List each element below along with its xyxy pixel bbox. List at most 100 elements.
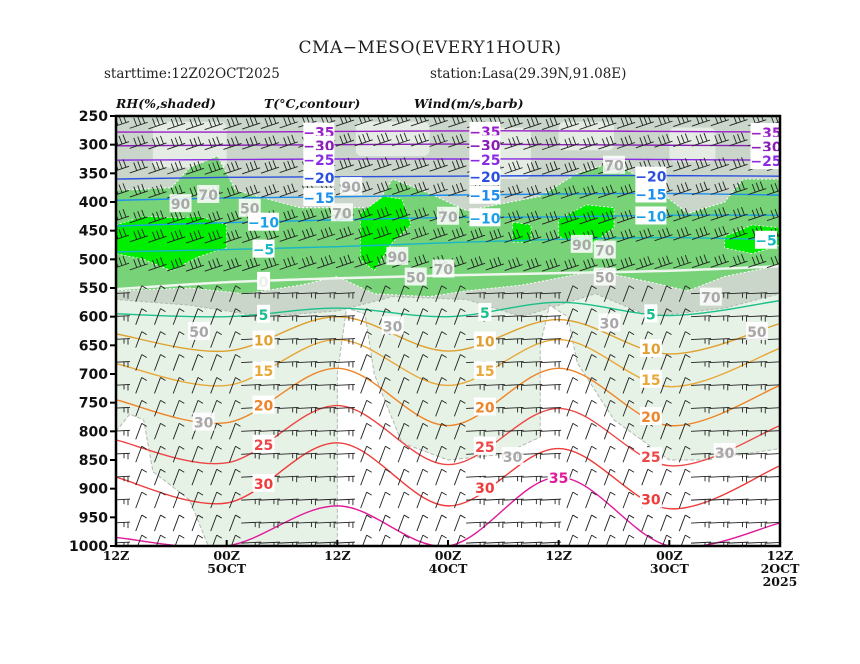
wind-barb — [710, 226, 729, 240]
wind-barb — [691, 157, 711, 172]
temp-label: −10 — [248, 216, 279, 232]
wind-barb — [223, 160, 242, 175]
rh-label-bg — [188, 322, 210, 340]
rh-label: 30 — [503, 450, 523, 466]
wind-barb — [316, 475, 337, 483]
y-tick-label: 900 — [79, 482, 108, 498]
wind-barb — [710, 181, 729, 195]
wind-barb — [709, 498, 730, 506]
wind-barb — [503, 292, 524, 299]
rh-band-gt90 — [116, 215, 228, 272]
wind-barb — [729, 157, 748, 171]
y-tick-label: 750 — [79, 396, 108, 412]
temp-label: 35 — [549, 471, 568, 487]
wind-barb — [585, 514, 597, 532]
wind-barb — [360, 468, 372, 486]
contour-line--35 — [116, 130, 780, 133]
contour-line-25 — [116, 404, 780, 467]
wind-barb — [397, 400, 410, 417]
wind-barb — [541, 361, 562, 368]
wind-barb — [210, 514, 222, 532]
rh-label-bg — [330, 203, 353, 222]
temp-label-bg — [478, 302, 492, 321]
wind-barb — [503, 521, 524, 529]
wind-barb — [229, 422, 241, 440]
wind-barb — [316, 429, 337, 437]
wind-barb — [635, 256, 654, 270]
y-axis: 250 300 350 400 450 500 550 600 650 700 750 800 850 9… — [69, 109, 116, 555]
wind-barb — [354, 132, 373, 147]
wind-barb — [242, 116, 261, 130]
temp-label: −15 — [469, 189, 500, 205]
wind-barb — [603, 468, 616, 486]
wind-barb — [316, 521, 337, 529]
wind-barb — [747, 521, 768, 529]
temp-label: 15 — [475, 364, 494, 380]
wind-barb — [566, 445, 579, 463]
x-tick-label: 00Z — [435, 548, 462, 563]
wind-barb — [503, 361, 524, 368]
wind-barb — [279, 183, 298, 198]
wind-barb — [373, 225, 392, 240]
wind-barb — [204, 258, 223, 272]
wind-barb — [579, 210, 598, 225]
wind-barb — [278, 429, 299, 437]
temp-label-bg — [644, 304, 658, 323]
wind-barb — [523, 136, 542, 150]
wind-barb — [503, 384, 524, 391]
temp-label: 30 — [475, 481, 495, 497]
rh-label-bg — [404, 267, 427, 286]
rh-label-bg — [340, 176, 363, 195]
wind-barb — [129, 116, 148, 129]
contour-line-30 — [116, 442, 780, 510]
rh-label-bg — [570, 234, 593, 253]
wind-barb — [229, 468, 241, 486]
temp-label-bg — [469, 185, 501, 204]
wind-barb — [397, 285, 410, 302]
wind-barb — [297, 521, 318, 529]
contour-line--5 — [116, 236, 780, 253]
wind-barb — [397, 514, 410, 532]
wind-barb — [453, 468, 466, 486]
y-tick-label: 300 — [79, 138, 108, 154]
wind-barb — [748, 207, 767, 221]
temp-label: −15 — [303, 191, 334, 207]
wind-barb — [673, 182, 692, 196]
wind-barb — [747, 315, 768, 322]
wind-barb — [678, 514, 691, 532]
wind-barb — [484, 292, 505, 299]
wind-barb — [137, 534, 147, 546]
wind-barb — [167, 210, 186, 225]
x-tick-label: 5OCT — [207, 561, 247, 576]
wind-barb — [204, 229, 223, 244]
wind-barb — [603, 285, 616, 302]
wind-barb — [660, 354, 672, 371]
wind-barb — [678, 491, 691, 509]
temp-label: 20 — [641, 410, 661, 426]
rh-label-bg — [381, 316, 404, 335]
wind-barb — [154, 331, 166, 348]
wind-barb — [678, 308, 691, 325]
rh-label: 70 — [332, 206, 352, 222]
wind-barb — [378, 468, 391, 486]
wind-barb — [259, 521, 280, 529]
rh-label-bg — [603, 155, 625, 174]
temp-label: 10 — [254, 334, 274, 350]
wind-barb — [316, 338, 337, 345]
wind-barb — [523, 257, 542, 272]
wind-barb — [453, 445, 466, 463]
y-tick-label: 950 — [79, 510, 108, 526]
wind-barb — [673, 158, 692, 172]
wind-barb — [229, 354, 241, 371]
wind-barb — [616, 209, 636, 224]
rh-light-patch — [152, 121, 227, 168]
wind-barb — [691, 361, 712, 368]
wind-barb — [504, 257, 523, 271]
wind-barb — [504, 116, 523, 130]
wind-barb — [416, 514, 429, 532]
temp-label-bg — [469, 150, 501, 168]
wind-barb — [504, 184, 523, 199]
temp-label-bg — [303, 135, 335, 154]
wind-barb — [660, 514, 672, 532]
wind-barb — [660, 285, 672, 302]
